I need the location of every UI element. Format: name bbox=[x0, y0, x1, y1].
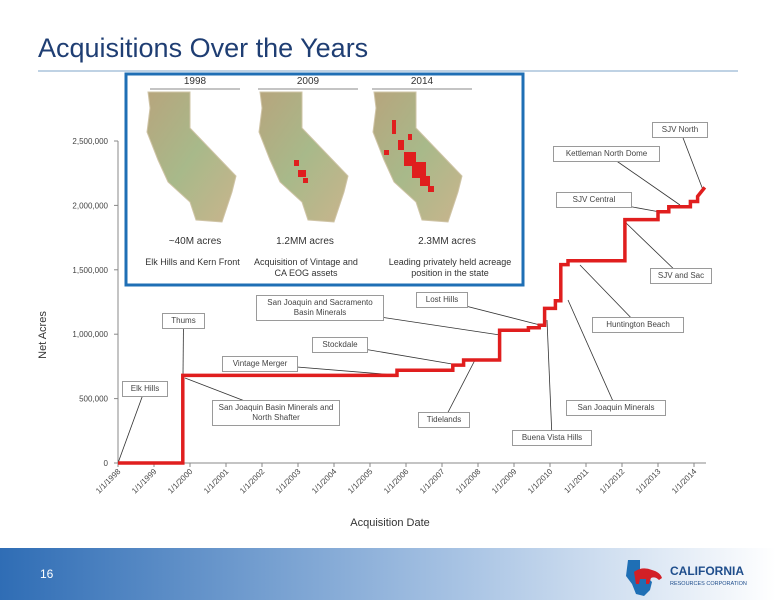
leader-line bbox=[443, 359, 476, 421]
y-tick-label: 0 bbox=[104, 459, 109, 468]
annotation: Thums bbox=[162, 313, 205, 329]
acreage-line bbox=[118, 186, 707, 465]
x-tick-label: 1/1/2007 bbox=[418, 467, 447, 496]
inset-acreage: 1.2MM acres bbox=[276, 236, 334, 247]
x-tick-label: 1/1/2006 bbox=[382, 467, 411, 496]
annotation: SJV and Sac bbox=[650, 268, 712, 284]
inset-year: 2009 bbox=[296, 76, 320, 87]
annotation: San Joaquin and Sacramento Basin Mineral… bbox=[256, 295, 384, 321]
annotation: SJV Central bbox=[556, 192, 632, 208]
x-axis-title: Acquisition Date bbox=[350, 517, 430, 529]
inset-year: 2014 bbox=[410, 76, 434, 87]
annotation: SJV North bbox=[652, 122, 708, 138]
annotation: Lost Hills bbox=[416, 292, 468, 308]
x-tick-label: 1/1/1998 bbox=[94, 467, 123, 496]
logo-bear bbox=[634, 568, 662, 584]
inset-description: Acquisition of Vintage and CA EOG assets bbox=[254, 257, 358, 278]
slide-title: Acquisitions Over the Years bbox=[38, 33, 368, 63]
x-tick-label: 1/1/2000 bbox=[166, 467, 195, 496]
x-tick-label: 1/1/2014 bbox=[670, 467, 699, 496]
logo-name: CALIFORNIA bbox=[670, 564, 744, 578]
annotation: Huntington Beach bbox=[592, 317, 684, 333]
inset-description: Elk Hills and Kern Front bbox=[145, 257, 240, 267]
map bbox=[146, 91, 237, 223]
x-tick-label: 1/1/2012 bbox=[598, 467, 627, 496]
x-tick-label: 1/1/2004 bbox=[310, 467, 339, 496]
annotation: Kettleman North Dome bbox=[553, 146, 660, 162]
annotation: San Joaquin Basin Minerals and North Sha… bbox=[212, 400, 340, 426]
x-tick-label: 1/1/2008 bbox=[454, 467, 483, 496]
footer-band bbox=[0, 548, 776, 600]
annotation: Buena Vista Hills bbox=[512, 430, 592, 446]
y-tick-label: 500,000 bbox=[79, 395, 108, 404]
inset-acreage: ~40M acres bbox=[168, 236, 222, 247]
y-tick-label: 2,500,000 bbox=[72, 137, 108, 146]
inset-acreage: 2.3MM acres bbox=[418, 236, 476, 247]
leader-line bbox=[546, 319, 553, 439]
y-tick-label: 1,000,000 bbox=[72, 330, 108, 339]
y-tick-label: 2,000,000 bbox=[72, 201, 108, 210]
y-tick-label: 1,500,000 bbox=[72, 266, 108, 275]
page-number: 16 bbox=[40, 567, 54, 581]
leader-line bbox=[182, 320, 184, 376]
leader-line bbox=[117, 388, 146, 464]
leader-line bbox=[606, 153, 681, 206]
x-tick-label: 1/1/2010 bbox=[526, 467, 555, 496]
x-tick-label: 1/1/2003 bbox=[274, 467, 303, 496]
inset-description: Leading privately held acreage position … bbox=[388, 257, 512, 278]
x-tick-label: 1/1/2005 bbox=[346, 467, 375, 496]
x-tick-label: 1/1/2002 bbox=[238, 467, 267, 496]
inset-year: 1998 bbox=[183, 76, 207, 87]
map bbox=[258, 91, 349, 223]
annotation: San Joaquin Minerals bbox=[566, 400, 666, 416]
annotation: Stockdale bbox=[312, 337, 368, 353]
x-tick-label: 1/1/2001 bbox=[202, 467, 231, 496]
leader-line bbox=[624, 221, 682, 277]
leader-line bbox=[579, 264, 639, 326]
leader-line bbox=[567, 299, 617, 409]
maps bbox=[146, 91, 463, 223]
leader-line bbox=[679, 129, 704, 191]
x-tick-label: 1/1/2013 bbox=[634, 467, 663, 496]
y-axis-title: Net Acres bbox=[37, 311, 49, 359]
acreage-spots bbox=[294, 120, 434, 192]
annotation: Vintage Merger bbox=[222, 356, 298, 372]
x-tick-label: 1/1/2009 bbox=[490, 467, 519, 496]
x-tick-label: 1/1/1999 bbox=[130, 467, 159, 496]
x-tick-label: 1/1/2011 bbox=[562, 467, 590, 495]
annotation: Elk Hills bbox=[122, 381, 168, 397]
annotation: Tidelands bbox=[418, 412, 470, 428]
logo-sub: RESOURCES CORPORATION bbox=[670, 581, 747, 587]
